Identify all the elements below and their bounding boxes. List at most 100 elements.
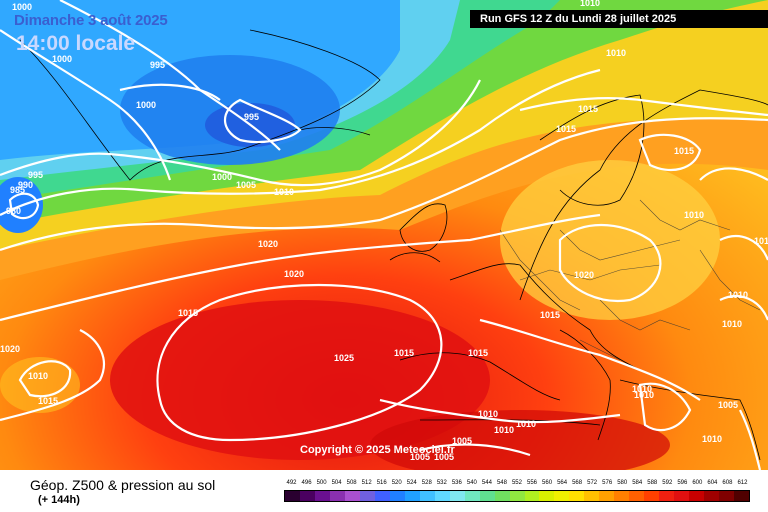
isobar-label: 1005 <box>434 452 454 462</box>
scale-label: 580 <box>617 480 628 486</box>
scale-swatch <box>629 491 645 501</box>
scale-swatch <box>449 491 465 501</box>
scale-label: 516 <box>376 480 387 486</box>
isobar-label: 1010 <box>722 319 742 329</box>
scale-swatch <box>359 491 375 501</box>
color-scale <box>284 490 750 502</box>
scale-swatch <box>524 491 540 501</box>
isobar-label: 1020 <box>0 344 20 354</box>
isobar-label: 1015 <box>38 396 58 406</box>
isobar-label: 1010 <box>754 236 768 246</box>
scale-swatch <box>689 491 705 501</box>
copyright-notice: Copyright © 2025 Meteociel.fr <box>300 444 455 456</box>
isobar-labels: 1000 1000 995 1000 995 995 990 985 980 1… <box>0 0 768 462</box>
scale-label: 536 <box>451 480 462 486</box>
scale-label: 588 <box>647 480 658 486</box>
isobar-label: 1010 <box>684 210 704 220</box>
scale-label: 508 <box>346 480 357 486</box>
isobars <box>0 0 768 470</box>
scale-swatch <box>554 491 570 501</box>
isobar-label: 1005 <box>236 180 256 190</box>
geopotential-ridge-europe <box>500 160 720 320</box>
scale-swatch <box>329 491 345 501</box>
scale-swatch <box>719 491 735 501</box>
forecast-time: 14:00 locale <box>16 32 136 55</box>
scale-swatch <box>285 491 300 501</box>
scale-label: 496 <box>301 480 312 486</box>
isobar-label: 995 <box>28 170 43 180</box>
scale-label: 544 <box>481 480 492 486</box>
scale-swatch <box>344 491 360 501</box>
scale-label: 596 <box>677 480 688 486</box>
scale-swatch <box>674 491 690 501</box>
scale-label: 492 <box>286 480 297 486</box>
borders <box>499 199 761 361</box>
isobar-label: 1015 <box>468 348 488 358</box>
scale-swatch <box>404 491 420 501</box>
isobar-label: 995 <box>150 60 165 70</box>
isobar-label: 1020 <box>284 269 304 279</box>
scale-label: 524 <box>406 480 417 486</box>
scale-swatch <box>434 491 450 501</box>
scale-swatch <box>374 491 390 501</box>
scale-label: 604 <box>707 480 718 486</box>
scale-label: 548 <box>496 480 507 486</box>
isobar-label: 985 <box>10 185 25 195</box>
geopotential-high-core <box>110 300 490 460</box>
isobar-label: 1005 <box>718 400 738 410</box>
scale-swatch <box>509 491 525 501</box>
scale-label: 504 <box>331 480 342 486</box>
isobar-label: 1000 <box>212 172 232 182</box>
scale-swatch <box>299 491 315 501</box>
isobar-label: 1010 <box>274 187 294 197</box>
scale-swatch <box>539 491 555 501</box>
scale-label: 592 <box>662 480 673 486</box>
scale-label: 576 <box>602 480 613 486</box>
scale-swatch <box>494 491 510 501</box>
scale-label: 520 <box>391 480 402 486</box>
scale-label: 552 <box>511 480 522 486</box>
isobar-label: 1015 <box>674 146 694 156</box>
scale-label: 568 <box>572 480 583 486</box>
geopotential-cool-pocket <box>0 357 80 413</box>
scale-label: 560 <box>542 480 553 486</box>
isobar-label: 1010 <box>702 434 722 444</box>
scale-label: 532 <box>436 480 447 486</box>
legend-title: Géop. Z500 & pression au sol <box>30 477 216 493</box>
isobar-label: 1015 <box>540 310 560 320</box>
scale-label: 556 <box>527 480 538 486</box>
scale-label: 500 <box>316 480 327 486</box>
scale-swatch <box>599 491 615 501</box>
legend-panel: Géop. Z500 & pression au sol (+ 144h) 49… <box>0 470 768 512</box>
isobar-label: 1020 <box>258 239 278 249</box>
isobar-label: 1000 <box>52 54 72 64</box>
scale-label: 528 <box>421 480 432 486</box>
scale-swatch <box>704 491 720 501</box>
scale-swatch <box>479 491 495 501</box>
model-run-label: Run GFS 12 Z du Lundi 28 juillet 2025 <box>470 10 768 28</box>
scale-swatch <box>614 491 630 501</box>
scale-swatch <box>569 491 585 501</box>
isobar-label: 1010 <box>634 390 654 400</box>
isobar-label: 1010 <box>606 48 626 58</box>
isobar-label: 1025 <box>334 353 354 363</box>
isobar-label: 1015 <box>394 348 414 358</box>
scale-label: 540 <box>466 480 477 486</box>
isobar-label: 990 <box>18 180 33 190</box>
scale-swatch <box>644 491 660 501</box>
isobar-label: 995 <box>244 112 259 122</box>
scale-swatch <box>659 491 675 501</box>
isobar-label: 1010 <box>728 290 748 300</box>
isobar-label: 1005 <box>410 452 430 462</box>
scale-label: 600 <box>692 480 703 486</box>
isobar-label: 1005 <box>452 436 472 446</box>
isobar-label: 1000 <box>136 100 156 110</box>
isobar-label: 1015 <box>178 308 198 318</box>
geopotential-sahara <box>370 410 670 470</box>
isobar-label: 1010 <box>632 384 652 394</box>
isobar-label: 1010 <box>516 419 536 429</box>
scale-swatch <box>584 491 600 501</box>
isobar-label: 1010 <box>580 0 600 8</box>
scale-label: 584 <box>632 480 643 486</box>
isobar-label: 980 <box>6 206 21 216</box>
